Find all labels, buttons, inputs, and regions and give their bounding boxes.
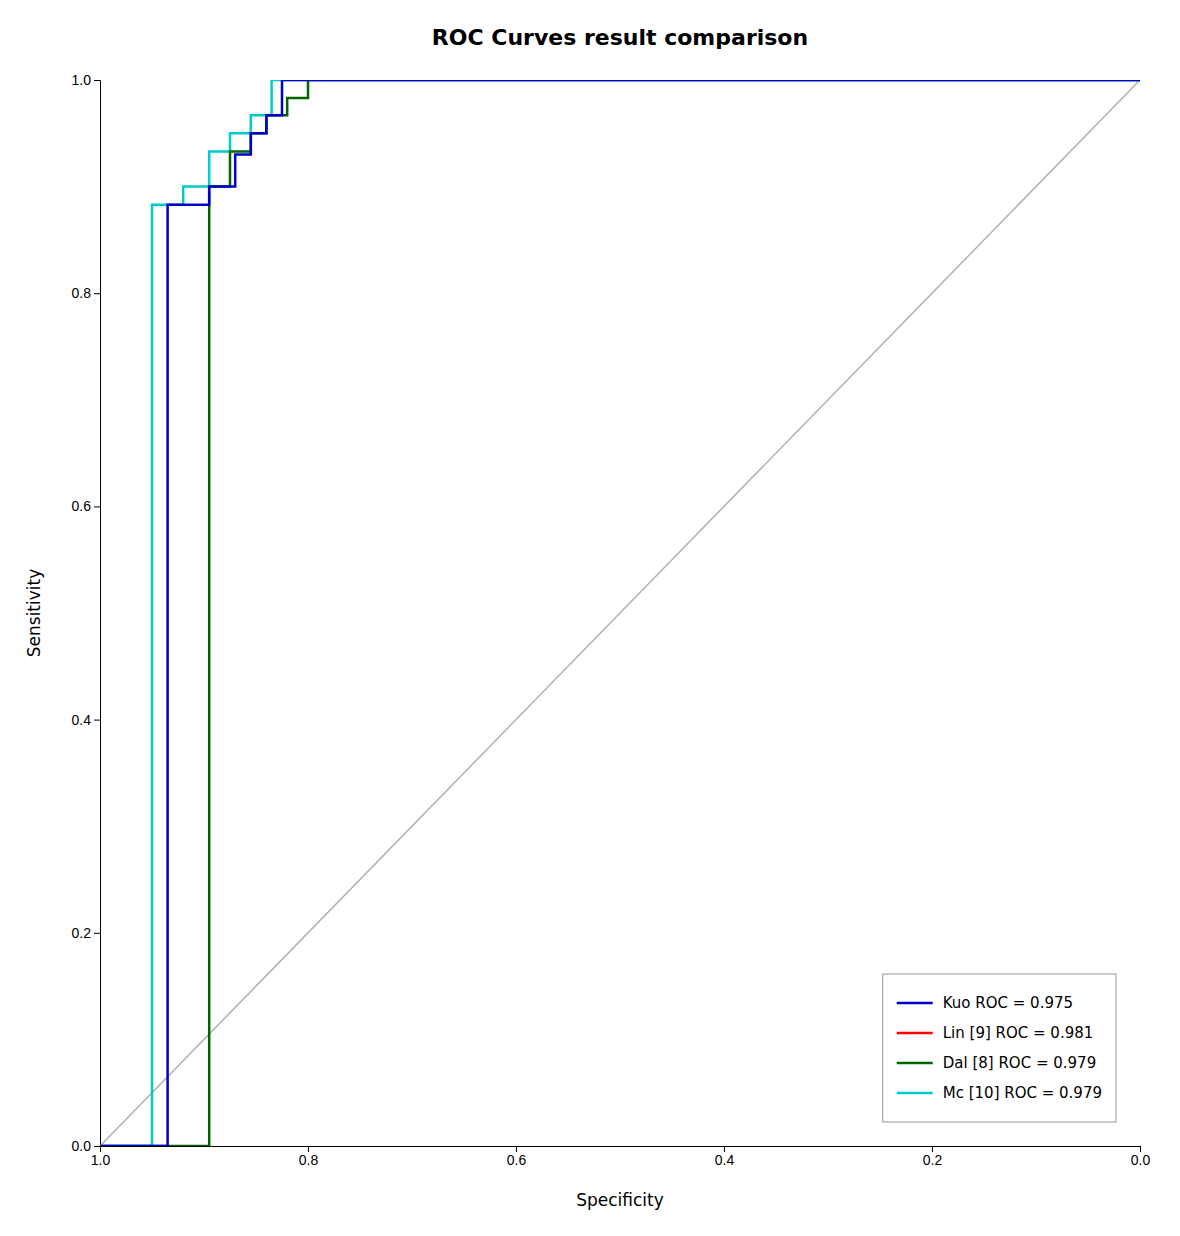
tick-mark <box>94 1146 100 1147</box>
tick: 0.2 <box>923 1146 943 1168</box>
legend-item: Kuo ROC = 0.975 <box>897 994 1073 1012</box>
tick: 0.0 <box>1131 1146 1151 1168</box>
legend-swatch <box>897 1032 933 1035</box>
x-axis: 1.0 0.8 0.6 0.4 0.2 0.0 <box>91 1146 1151 1168</box>
tick-label: 0.0 <box>72 1138 92 1154</box>
tick-label: 0.4 <box>715 1152 735 1168</box>
legend-swatch <box>897 1002 933 1005</box>
legend-item: Mc [10] ROC = 0.979 <box>897 1084 1102 1102</box>
chart: 1.0 0.8 0.6 0.4 0.2 0.0 0.0 0.2 0.4 0.6 0.8 1.0 Kuo … <box>0 0 1180 1236</box>
tick: 0.8 <box>72 285 100 301</box>
marks <box>100 80 1140 1146</box>
legend-swatch <box>897 1062 933 1065</box>
tick: 0.4 <box>715 1146 735 1168</box>
legend-item: Dal [8] ROC = 0.979 <box>897 1054 1096 1072</box>
legend: Kuo ROC = 0.975 Lin [9] ROC = 0.981 Dal [8… <box>883 974 1116 1122</box>
tick: 0.6 <box>72 498 100 514</box>
tick-label: 0.0 <box>1131 1152 1151 1168</box>
tick-label: 1.0 <box>72 72 92 88</box>
y-axis: 0.0 0.2 0.4 0.6 0.8 1.0 <box>72 72 101 1154</box>
tick-mark <box>94 720 100 721</box>
tick-mark <box>94 293 100 294</box>
reference-line <box>100 80 1140 1146</box>
tick-mark <box>94 506 100 507</box>
series-line <box>100 80 1140 1146</box>
tick-label: 0.8 <box>299 1152 319 1168</box>
tick-label: 0.6 <box>507 1152 527 1168</box>
title: ROC Curves result comparison <box>432 25 808 50</box>
legend-label: Kuo ROC = 0.975 <box>943 994 1073 1012</box>
tick-label: 0.4 <box>72 712 92 728</box>
tick-mark <box>94 933 100 934</box>
tick: 0.8 <box>299 1146 319 1168</box>
tick-label: 0.6 <box>72 498 92 514</box>
tick: 1.0 <box>91 1146 111 1168</box>
legend-item: Lin [9] ROC = 0.981 <box>897 1024 1094 1042</box>
tick: 0.0 <box>72 1138 100 1154</box>
tick: 0.2 <box>72 925 100 941</box>
plot: 1.0 0.8 0.6 0.4 0.2 0.0 0.0 0.2 0.4 0.6 0.8 1.0 Kuo … <box>72 72 1151 1168</box>
legend-label: Dal [8] ROC = 0.979 <box>943 1054 1096 1072</box>
series-line <box>100 80 1140 1146</box>
tick-label: 1.0 <box>91 1152 111 1168</box>
axis-line <box>94 81 101 1147</box>
tick-label: 0.8 <box>72 285 92 301</box>
y-axis-title: Sensitivity <box>24 569 44 658</box>
legend-box <box>883 974 1116 1122</box>
tick: 0.4 <box>72 712 100 728</box>
tick: 0.6 <box>507 1146 527 1168</box>
axis-line <box>101 1147 1141 1153</box>
tick: 1.0 <box>72 72 100 88</box>
legend-label: Lin [9] ROC = 0.981 <box>943 1024 1094 1042</box>
tick-label: 0.2 <box>923 1152 943 1168</box>
x-axis-title: Specificity <box>576 1190 664 1210</box>
tick-mark <box>94 80 100 81</box>
legend-label: Mc [10] ROC = 0.979 <box>943 1084 1102 1102</box>
series-line <box>100 80 1140 1146</box>
legend-swatch <box>897 1092 933 1095</box>
tick-label: 0.2 <box>72 925 92 941</box>
